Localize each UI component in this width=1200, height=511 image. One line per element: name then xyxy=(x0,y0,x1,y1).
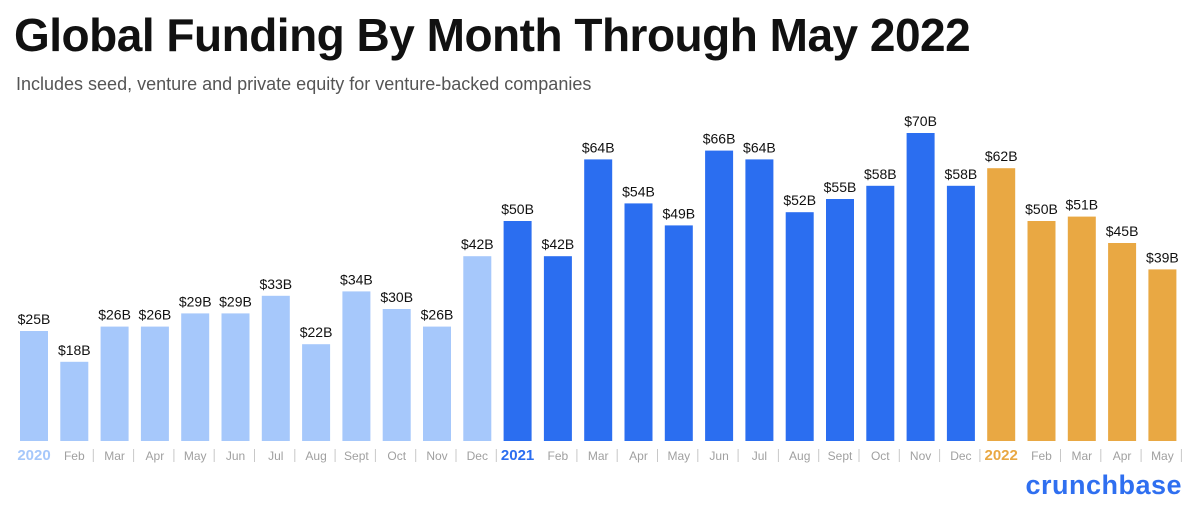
data-label: $52B xyxy=(783,192,816,208)
month-tick-label: Nov xyxy=(910,449,931,463)
bar-2020-oct xyxy=(382,309,411,441)
data-label: $64B xyxy=(582,139,615,155)
bar-2020-nov xyxy=(423,326,451,441)
data-label: $66B xyxy=(703,131,736,147)
month-tick-label: Mar xyxy=(1071,449,1092,463)
data-label: $34B xyxy=(340,271,373,287)
data-label: $49B xyxy=(662,205,695,221)
bar-2020-jul xyxy=(261,295,290,441)
bar-2020-aug xyxy=(302,344,331,441)
bar-2021-jul xyxy=(745,159,774,441)
bar-2021-apr xyxy=(624,203,653,441)
month-tick-label: Nov xyxy=(426,449,447,463)
data-label: $50B xyxy=(501,201,534,217)
bar-2022-apr xyxy=(1108,243,1137,441)
bar-2021-dec xyxy=(946,185,975,441)
month-tick-label: Mar xyxy=(104,449,125,463)
chart-title: Global Funding By Month Through May 2022 xyxy=(14,9,971,61)
data-label: $18B xyxy=(58,342,91,358)
bar-2021-feb xyxy=(543,256,572,441)
data-label: $29B xyxy=(179,293,212,309)
year-tick-label: 2020 xyxy=(17,447,50,464)
data-label: $42B xyxy=(461,236,494,252)
crunchbase-logo: crunchbase xyxy=(1025,470,1182,500)
month-tick-label: Feb xyxy=(548,449,569,463)
year-tick-label: 2022 xyxy=(985,447,1018,464)
bar-2021-2021 xyxy=(503,221,532,441)
bar-2022-mar xyxy=(1067,216,1096,441)
month-tick-label: Mar xyxy=(588,449,609,463)
bar-2020-dec xyxy=(463,256,492,441)
month-tick-label: Apr xyxy=(146,449,165,463)
data-label: $58B xyxy=(864,166,897,182)
month-tick-label: Sept xyxy=(344,449,369,463)
data-label: $30B xyxy=(380,289,413,305)
bar-2020-jun xyxy=(221,313,250,441)
data-label: $25B xyxy=(18,311,51,327)
data-label: $50B xyxy=(1025,201,1058,217)
data-label: $45B xyxy=(1106,223,1139,239)
month-tick-label: Oct xyxy=(387,449,406,463)
data-label: $64B xyxy=(743,139,776,155)
chart-subtitle: Includes seed, venture and private equit… xyxy=(16,74,592,94)
month-tick-label: May xyxy=(667,449,690,463)
bar-2020-feb xyxy=(60,361,89,441)
data-label: $39B xyxy=(1146,249,1179,265)
bar-2022-feb xyxy=(1027,221,1056,441)
month-tick-label: May xyxy=(1151,449,1174,463)
month-tick-label: Oct xyxy=(871,449,890,463)
month-tick-label: Aug xyxy=(305,449,326,463)
bar-2021-may xyxy=(664,225,693,441)
bar-2022-2022 xyxy=(987,168,1016,441)
data-label: $33B xyxy=(259,276,292,292)
month-tick-label: Jun xyxy=(709,449,728,463)
data-label: $26B xyxy=(139,307,172,323)
data-label: $55B xyxy=(824,179,857,195)
month-tick-label: Jul xyxy=(752,449,767,463)
bar-2021-aug xyxy=(785,212,814,441)
data-label: $22B xyxy=(300,324,333,340)
data-label: $62B xyxy=(985,148,1018,164)
bar-2020-mar xyxy=(100,326,129,441)
data-label: $70B xyxy=(904,113,937,129)
month-tick-label: May xyxy=(184,449,207,463)
bar-2020-sept xyxy=(342,291,371,441)
data-label: $26B xyxy=(98,307,131,323)
data-label: $51B xyxy=(1065,197,1098,213)
bar-2021-sept xyxy=(826,199,854,441)
month-tick-label: Apr xyxy=(1113,449,1132,463)
bar-2021-mar xyxy=(584,159,613,441)
month-tick-label: Jun xyxy=(226,449,245,463)
bar-2020-apr xyxy=(140,326,169,441)
data-label: $42B xyxy=(542,236,575,252)
bar-2020-may xyxy=(181,313,210,441)
month-tick-label: Sept xyxy=(828,449,853,463)
bar-2020-2020 xyxy=(20,331,48,441)
data-label: $58B xyxy=(945,166,978,182)
bar-2021-oct xyxy=(866,185,895,441)
month-tick-label: Apr xyxy=(629,449,648,463)
month-tick-label: Dec xyxy=(950,449,971,463)
data-label: $26B xyxy=(421,307,454,323)
data-label: $54B xyxy=(622,183,655,199)
bar-2022-may xyxy=(1148,269,1177,441)
month-tick-label: Aug xyxy=(789,449,810,463)
bar-2021-nov xyxy=(906,133,935,441)
year-tick-label: 2021 xyxy=(501,447,534,464)
bar-2021-jun xyxy=(705,150,734,441)
month-tick-label: Jul xyxy=(268,449,283,463)
month-tick-label: Dec xyxy=(467,449,488,463)
data-label: $29B xyxy=(219,293,252,309)
month-tick-label: Feb xyxy=(1031,449,1052,463)
month-tick-label: Feb xyxy=(64,449,85,463)
